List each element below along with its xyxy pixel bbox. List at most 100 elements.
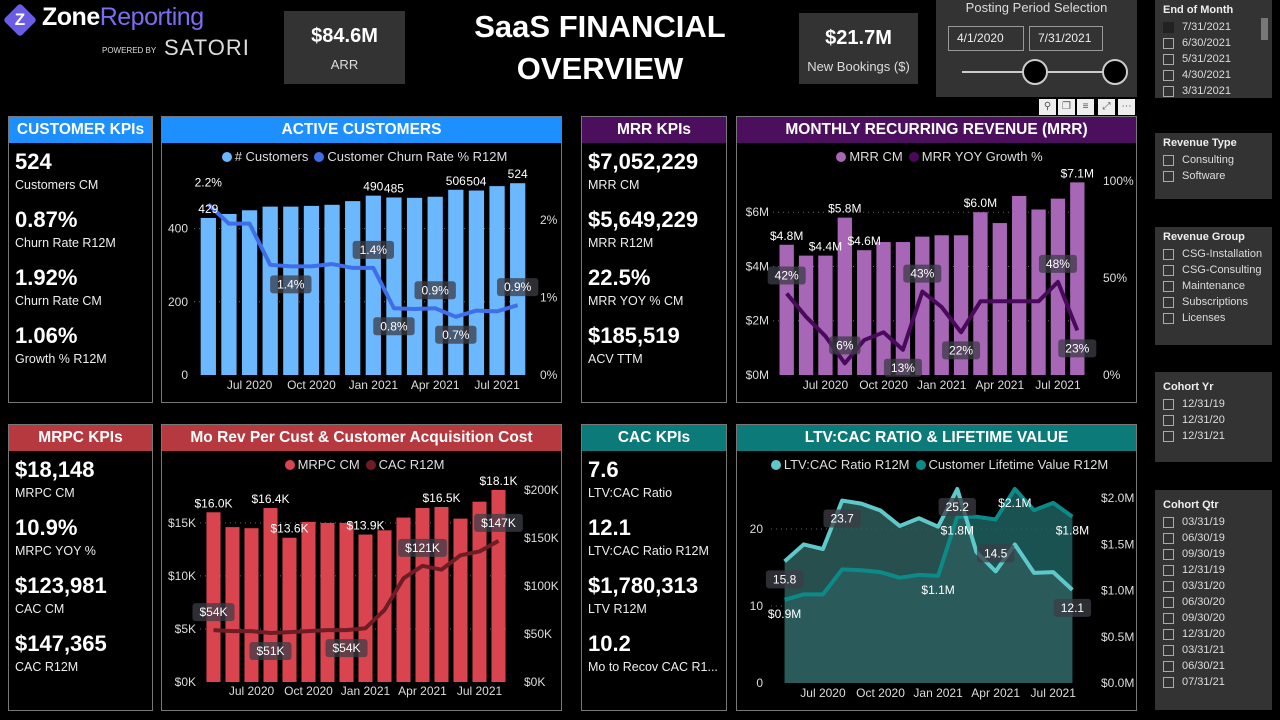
slicer-option[interactable]: 5/31/2021 [1163, 51, 1264, 67]
slicer-option[interactable]: 12/31/19 [1163, 396, 1264, 412]
legend-item[interactable]: LTV:CAC Ratio R12M [765, 457, 910, 472]
more-options-icon[interactable]: ⋯ [1118, 99, 1135, 115]
checkbox[interactable] [1163, 21, 1174, 33]
checkbox[interactable] [1163, 296, 1174, 308]
checkbox[interactable] [1163, 676, 1174, 688]
slicer-option[interactable]: 3/31/2021 [1163, 83, 1264, 98]
checkbox[interactable] [1163, 154, 1174, 166]
bar[interactable] [263, 508, 278, 682]
bar[interactable] [365, 195, 381, 375]
bar[interactable] [973, 212, 988, 375]
bar[interactable] [206, 512, 221, 682]
bar[interactable] [818, 255, 833, 375]
checkbox[interactable] [1163, 248, 1174, 260]
bar[interactable] [221, 213, 237, 375]
checkbox[interactable] [1163, 37, 1174, 49]
legend-item[interactable]: Customer Lifetime Value R12M [910, 457, 1108, 472]
copy-icon[interactable]: ❐ [1058, 99, 1075, 115]
bar[interactable] [345, 201, 361, 375]
line-series[interactable] [206, 202, 519, 319]
checkbox[interactable] [1163, 398, 1174, 410]
slicer-option[interactable]: CSG-Consulting [1163, 262, 1264, 278]
pin-icon[interactable]: ⚲ [1039, 99, 1056, 115]
checkbox[interactable] [1163, 430, 1174, 442]
bar[interactable] [324, 204, 340, 375]
legend-item[interactable]: # Customers [216, 149, 308, 164]
checkbox[interactable] [1163, 564, 1174, 576]
line-series[interactable] [213, 539, 500, 636]
start-date-input[interactable]: 4/1/2020 [948, 26, 1024, 51]
checkbox[interactable] [1163, 312, 1174, 324]
checkbox[interactable] [1163, 580, 1174, 592]
slider-end-handle[interactable] [1102, 59, 1128, 85]
checkbox[interactable] [1163, 69, 1174, 81]
slicer-option[interactable]: 09/30/19 [1163, 546, 1264, 562]
slicer-option[interactable]: 12/31/21 [1163, 428, 1264, 444]
slicer-option[interactable]: CSG-Installation [1163, 246, 1264, 262]
bar[interactable] [489, 186, 505, 375]
slider-start-handle[interactable] [1022, 59, 1048, 85]
checkbox[interactable] [1163, 170, 1174, 182]
checkbox[interactable] [1163, 53, 1174, 65]
checkbox[interactable] [1163, 612, 1174, 624]
bar[interactable] [837, 217, 852, 375]
bar[interactable] [396, 517, 411, 682]
checkbox[interactable] [1163, 264, 1174, 276]
slicer-option[interactable]: 06/30/21 [1163, 658, 1264, 674]
bar[interactable] [1070, 182, 1085, 375]
end-date-input[interactable]: 7/31/2021 [1029, 26, 1103, 51]
bar[interactable] [358, 534, 373, 682]
bar[interactable] [472, 501, 487, 682]
scrollbar[interactable] [1261, 18, 1268, 40]
bar[interactable] [241, 210, 258, 375]
bar[interactable] [779, 244, 794, 375]
slicer-option[interactable]: 12/31/20 [1163, 412, 1264, 428]
checkbox[interactable] [1163, 548, 1174, 560]
slicer-option[interactable]: 07/31/21 [1163, 674, 1264, 690]
bar[interactable] [1012, 195, 1027, 375]
slicer-option[interactable]: 03/31/19 [1163, 514, 1264, 530]
bar[interactable] [895, 242, 911, 375]
legend-item[interactable]: Customer Churn Rate % R12M [308, 149, 507, 164]
legend-item[interactable]: CAC R12M [360, 457, 444, 472]
slicer-option[interactable]: 7/31/2021 [1163, 19, 1264, 35]
slicer-option[interactable]: Consulting [1163, 152, 1264, 168]
slicer-option[interactable]: 06/30/19 [1163, 530, 1264, 546]
checkbox[interactable] [1163, 532, 1174, 544]
slicer-option[interactable]: Subscriptions [1163, 294, 1264, 310]
checkbox[interactable] [1163, 85, 1174, 97]
bar[interactable] [320, 522, 335, 682]
slicer-option[interactable]: 12/31/19 [1163, 562, 1264, 578]
bar[interactable] [857, 250, 872, 375]
bar[interactable] [453, 518, 468, 682]
slicer-option[interactable]: 03/31/21 [1163, 642, 1264, 658]
slicer-option[interactable]: 03/31/20 [1163, 578, 1264, 594]
filter-icon[interactable]: ≡ [1077, 99, 1094, 115]
checkbox[interactable] [1163, 414, 1174, 426]
slicer-option[interactable]: 4/30/2021 [1163, 67, 1264, 83]
bar[interactable] [386, 197, 402, 375]
bar[interactable] [282, 537, 297, 682]
focus-mode-icon[interactable]: ⤢ [1098, 99, 1115, 115]
checkbox[interactable] [1163, 596, 1174, 608]
bar[interactable] [415, 508, 430, 682]
slicer-option[interactable]: Software [1163, 168, 1264, 184]
bar[interactable] [876, 242, 891, 375]
bar[interactable] [491, 490, 506, 682]
bar[interactable] [992, 223, 1007, 375]
legend-item[interactable]: MRR CM [830, 149, 903, 164]
bar[interactable] [200, 217, 216, 375]
slicer-option[interactable]: Maintenance [1163, 278, 1264, 294]
bar[interactable] [953, 235, 969, 375]
bar[interactable] [434, 506, 449, 682]
slicer-option[interactable]: 12/31/20 [1163, 626, 1264, 642]
slicer-option[interactable]: 6/30/2021 [1163, 35, 1264, 51]
checkbox[interactable] [1163, 660, 1174, 672]
bar[interactable] [339, 522, 354, 682]
line-series[interactable] [784, 487, 1074, 602]
bar[interactable] [468, 190, 485, 375]
checkbox[interactable] [1163, 516, 1174, 528]
checkbox[interactable] [1163, 644, 1174, 656]
bar[interactable] [301, 521, 316, 682]
checkbox[interactable] [1163, 628, 1174, 640]
